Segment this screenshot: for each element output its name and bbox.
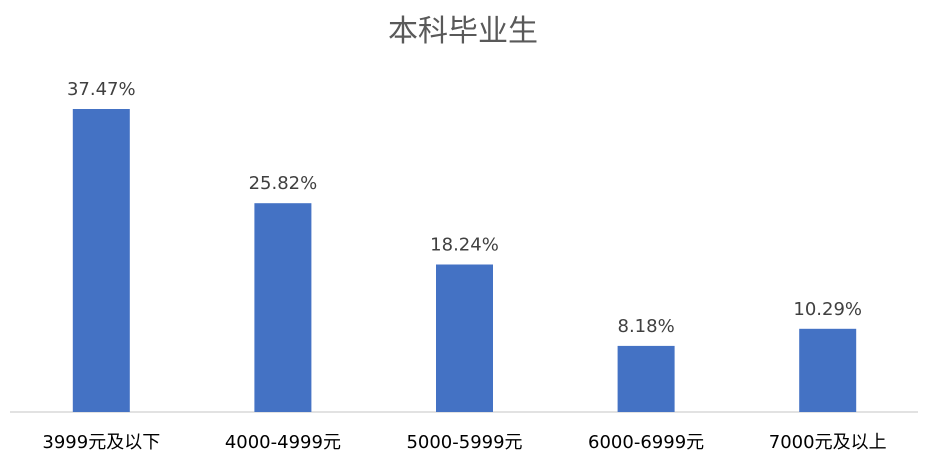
category-label-4: 7000元及以上	[769, 432, 887, 453]
category-label-2: 5000-5999元	[406, 432, 522, 453]
data-label-3: 8.18%	[618, 316, 675, 337]
data-label-2: 18.24%	[430, 235, 499, 256]
bar-2	[436, 264, 493, 412]
data-label-0: 37.47%	[67, 79, 136, 100]
category-label-0: 3999元及以下	[42, 432, 160, 453]
bar-3	[617, 345, 675, 412]
category-label-1: 4000-4999元	[225, 432, 341, 453]
bar-4	[799, 328, 857, 412]
chart-title: 本科毕业生	[388, 14, 538, 49]
data-label-4: 10.29%	[793, 299, 862, 320]
bar-1	[254, 203, 312, 412]
bar-0	[72, 109, 130, 412]
data-label-1: 25.82%	[249, 173, 318, 194]
category-label-3: 6000-6999元	[588, 432, 704, 453]
